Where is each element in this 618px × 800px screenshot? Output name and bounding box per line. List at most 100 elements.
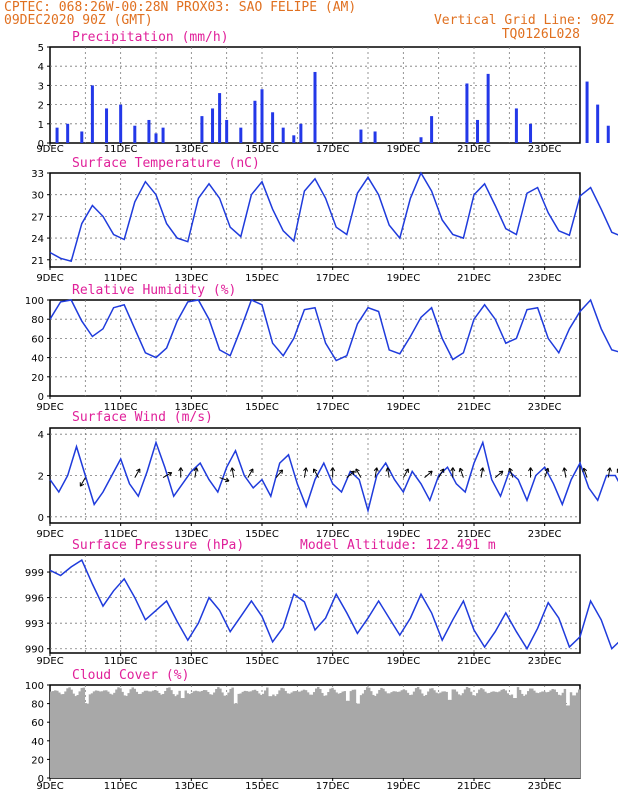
y-tick-label: 30 xyxy=(31,191,44,202)
wind-arrow xyxy=(374,467,378,478)
cloud-bar xyxy=(529,688,532,778)
cloud-bar xyxy=(384,691,387,778)
cloud-bar xyxy=(288,693,291,778)
cloud-bar xyxy=(68,687,71,778)
cloud-bar xyxy=(80,688,84,778)
cloud-bar xyxy=(441,691,444,778)
cloud-bar xyxy=(382,688,385,778)
cloud-bar xyxy=(531,688,534,778)
cloud-bar xyxy=(496,692,499,778)
header-line1: CPTEC: 068:26W-00:28N PROX03: SAO FELIPE… xyxy=(4,0,356,15)
cloud-bar xyxy=(196,691,200,778)
cloud-bar xyxy=(370,691,373,778)
cloud-bar xyxy=(137,694,141,778)
cloud-bar xyxy=(100,691,104,778)
cloud-bar xyxy=(541,691,544,778)
cloud-bar xyxy=(516,687,520,778)
precip-bar xyxy=(239,127,243,143)
y-tick-label: 5 xyxy=(38,43,44,54)
cloud-bar xyxy=(337,693,340,778)
y-tick-label: 3 xyxy=(38,81,44,92)
cloud-bar xyxy=(312,692,316,778)
cloud-bar xyxy=(571,695,575,778)
wind-arrow xyxy=(162,472,172,478)
panel-1 xyxy=(47,46,610,146)
wind-arrow xyxy=(480,467,484,478)
cloud-bar xyxy=(66,688,69,778)
cloud-bar xyxy=(380,687,383,778)
cloud-bar xyxy=(331,687,334,778)
series-line xyxy=(49,298,618,362)
cloud-bar xyxy=(135,691,139,778)
cloud-bar xyxy=(321,692,324,778)
precip-bar xyxy=(606,125,610,143)
cloud-bar xyxy=(559,695,563,778)
cloud-bar xyxy=(315,688,318,778)
wind-arrowhead xyxy=(373,467,379,472)
x-tick-label: 21DEC xyxy=(457,402,491,413)
cloud-bar xyxy=(209,694,212,778)
y-tick-label: 40 xyxy=(31,737,44,748)
precip-bar xyxy=(133,125,137,143)
cloud-bar xyxy=(247,691,251,778)
cloud-bar xyxy=(433,690,436,778)
cloud-bar xyxy=(512,698,516,778)
panel-frame xyxy=(49,172,581,268)
cloud-bar xyxy=(182,698,185,778)
cloud-bar xyxy=(268,696,271,778)
cloud-bar xyxy=(274,696,277,778)
cloud-bar xyxy=(129,689,132,778)
cloud-bar xyxy=(160,694,163,778)
y-tick-label: 20 xyxy=(31,755,44,766)
precip-bar xyxy=(119,104,123,143)
wind-arrowhead xyxy=(136,468,141,473)
cloud-bar xyxy=(425,694,428,778)
cloud-bar xyxy=(351,689,355,778)
x-tick-label: 13DEC xyxy=(174,273,208,284)
series-line xyxy=(49,440,618,514)
cloud-bar xyxy=(190,692,194,778)
cloud-bar xyxy=(398,691,402,778)
y-tick-label: 21 xyxy=(31,256,44,267)
y-tick-label: 60 xyxy=(31,334,44,345)
cloud-bar xyxy=(131,687,134,778)
y-tick-label: 990 xyxy=(25,645,44,656)
cloud-bar xyxy=(476,693,479,778)
cloud-bar xyxy=(76,695,79,778)
cloud-bar xyxy=(54,690,57,778)
cloud-bar xyxy=(62,694,65,778)
cloud-bar xyxy=(549,690,552,778)
cloud-bar xyxy=(449,699,452,778)
cloud-bar xyxy=(231,687,234,778)
precip-bar xyxy=(147,119,151,143)
cloud-bar xyxy=(378,689,381,778)
cloud-bar xyxy=(251,690,255,778)
cloud-bar xyxy=(211,694,214,778)
precip-bar xyxy=(66,123,70,143)
cloud-bar xyxy=(410,694,414,778)
cloud-bar xyxy=(168,687,171,778)
header-grid-note: Vertical Grid Line: 90Z xyxy=(434,13,614,28)
cloud-bar xyxy=(92,691,96,778)
cloud-bar xyxy=(64,691,67,778)
panel-title: Surface Wind (m/s) xyxy=(72,410,213,425)
cloud-bar xyxy=(266,687,269,778)
cloud-bar xyxy=(471,695,475,778)
cloud-bar xyxy=(333,689,336,778)
cloud-bar xyxy=(149,691,153,778)
wind-arrow xyxy=(583,467,588,478)
cloud-bar xyxy=(396,691,399,778)
cloud-bar xyxy=(82,687,86,778)
wind-arrowhead xyxy=(544,467,550,473)
model-altitude-label: Model Altitude: 122.491 m xyxy=(300,538,496,553)
cloud-bar xyxy=(306,692,310,778)
cloud-bar xyxy=(223,695,226,778)
x-tick-label: 19DEC xyxy=(386,402,420,413)
cloud-bar xyxy=(435,692,438,778)
cloud-bar xyxy=(341,691,344,778)
panel-title: Relative Humidity (%) xyxy=(72,283,236,298)
wind-arrow xyxy=(386,467,390,478)
y-tick-label: 0 xyxy=(38,139,44,150)
x-tick-label: 23DEC xyxy=(528,656,562,667)
panel-title: Surface Temperature (nC) xyxy=(72,156,260,171)
